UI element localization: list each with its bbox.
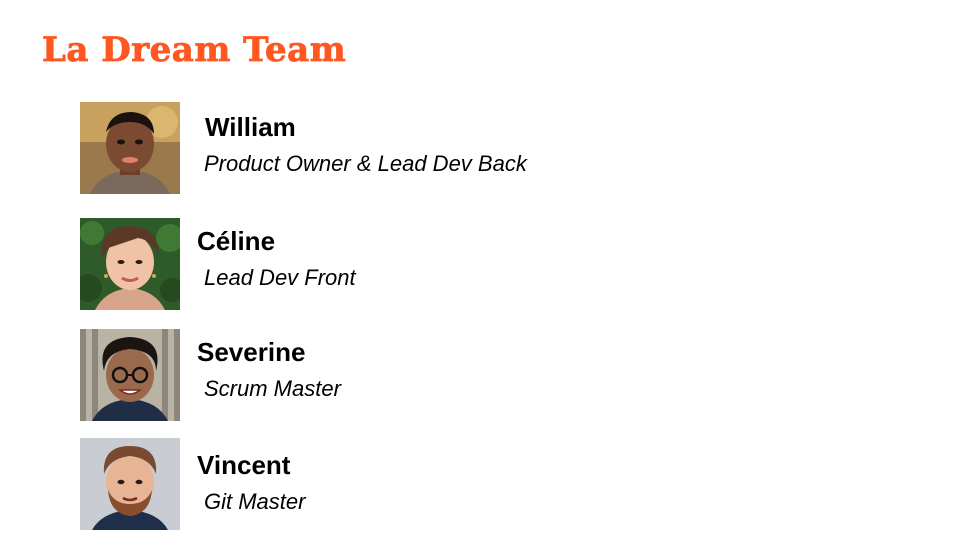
team-member-william: William Product Owner & Lead Dev Back xyxy=(80,102,780,197)
member-role: Scrum Master xyxy=(204,376,341,401)
member-name: Céline xyxy=(197,226,276,256)
team-member-severine: Severine Scrum Master xyxy=(80,329,780,424)
member-role: Lead Dev Front xyxy=(204,265,356,290)
severine-avatar xyxy=(80,329,180,421)
william-avatar xyxy=(80,102,180,194)
celine-avatar xyxy=(80,218,180,310)
team-member-celine: Céline Lead Dev Front xyxy=(80,218,780,313)
team-member-vincent: Vincent Git Master xyxy=(80,438,780,533)
member-role: Product Owner & Lead Dev Back xyxy=(204,151,527,176)
member-name: Severine xyxy=(197,337,306,367)
member-name: William xyxy=(205,112,296,142)
vincent-avatar xyxy=(80,438,180,530)
member-name: Vincent xyxy=(197,450,291,480)
member-role: Git Master xyxy=(204,489,306,514)
slide-title: La Dream Team xyxy=(42,30,347,71)
